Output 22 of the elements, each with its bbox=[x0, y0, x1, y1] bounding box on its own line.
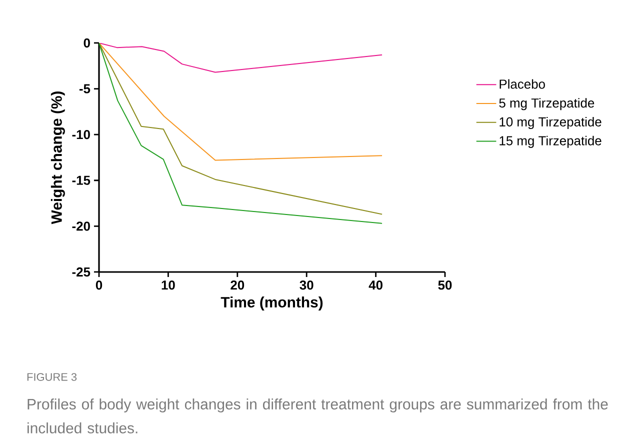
y-tick-label: -10 bbox=[72, 130, 90, 140]
x-tick-label: 30 bbox=[300, 280, 314, 290]
legend-label: 10 mg Tirzepatide bbox=[500, 116, 602, 130]
line-series bbox=[99, 42, 383, 73]
caption: FIGURE 3 bbox=[27, 373, 77, 381]
x-tick-label: 20 bbox=[230, 280, 244, 290]
legend-label: 15 mg Tirzepatide bbox=[500, 136, 602, 148]
x-axis-title: Time (months) bbox=[220, 296, 323, 310]
legend-label: Placebo bbox=[500, 79, 545, 89]
x-tick-label: 10 bbox=[162, 280, 175, 290]
legend-label: 5 mg Tirzepatide bbox=[499, 98, 594, 110]
y-tick-label: 0 bbox=[84, 38, 90, 48]
y-tick-label: -25 bbox=[72, 267, 90, 277]
x-tick-label: 50 bbox=[438, 280, 452, 290]
y-tick-label: -20 bbox=[72, 222, 90, 231]
y-tick-label: -15 bbox=[72, 176, 90, 185]
text: Profiles of body weight changes in different treatment groups are summarized from the included studies. bbox=[28, 398, 608, 434]
line-series bbox=[99, 42, 383, 161]
x-tick-label: 40 bbox=[368, 280, 382, 290]
y-tick-label: -5 bbox=[79, 84, 90, 94]
x-tick-label: 0 bbox=[96, 280, 102, 290]
y-axis-title: Weight change (%) bbox=[50, 92, 65, 224]
